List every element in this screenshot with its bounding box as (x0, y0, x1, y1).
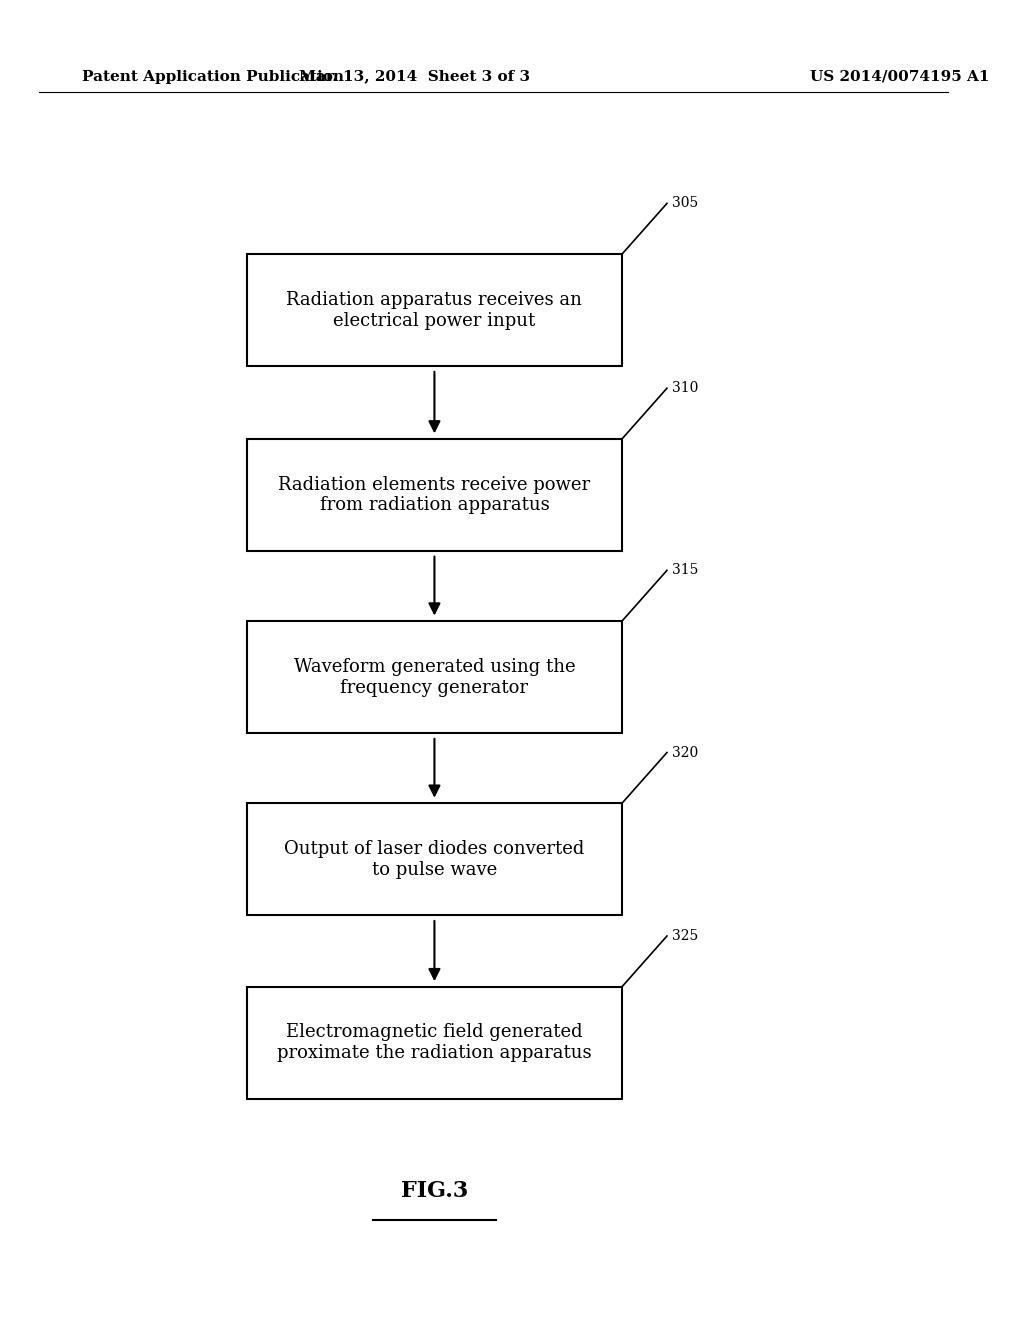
Text: Patent Application Publication: Patent Application Publication (82, 70, 344, 83)
Text: 325: 325 (672, 929, 698, 942)
Text: Waveform generated using the
frequency generator: Waveform generated using the frequency g… (294, 657, 575, 697)
FancyBboxPatch shape (247, 987, 622, 1098)
FancyBboxPatch shape (247, 803, 622, 916)
Text: 305: 305 (672, 197, 698, 210)
Text: Electromagnetic field generated
proximate the radiation apparatus: Electromagnetic field generated proximat… (278, 1023, 592, 1063)
Text: Radiation elements receive power
from radiation apparatus: Radiation elements receive power from ra… (279, 475, 591, 515)
FancyBboxPatch shape (247, 438, 622, 552)
FancyBboxPatch shape (247, 253, 622, 366)
Text: 310: 310 (672, 381, 698, 395)
Text: US 2014/0074195 A1: US 2014/0074195 A1 (810, 70, 989, 83)
FancyBboxPatch shape (247, 622, 622, 734)
Text: Radiation apparatus receives an
electrical power input: Radiation apparatus receives an electric… (287, 290, 583, 330)
Text: 315: 315 (672, 564, 698, 577)
Text: Mar. 13, 2014  Sheet 3 of 3: Mar. 13, 2014 Sheet 3 of 3 (299, 70, 530, 83)
Text: Output of laser diodes converted
to pulse wave: Output of laser diodes converted to puls… (285, 840, 585, 879)
Text: 320: 320 (672, 746, 698, 759)
Text: FIG.3: FIG.3 (400, 1180, 468, 1201)
